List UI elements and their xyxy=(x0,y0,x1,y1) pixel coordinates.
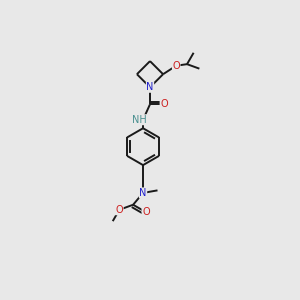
Text: O: O xyxy=(160,99,168,109)
Text: NH: NH xyxy=(132,115,147,125)
Text: O: O xyxy=(116,205,123,215)
Text: N: N xyxy=(146,82,154,92)
Text: O: O xyxy=(172,61,180,71)
Text: O: O xyxy=(142,207,150,217)
Text: N: N xyxy=(140,188,147,198)
